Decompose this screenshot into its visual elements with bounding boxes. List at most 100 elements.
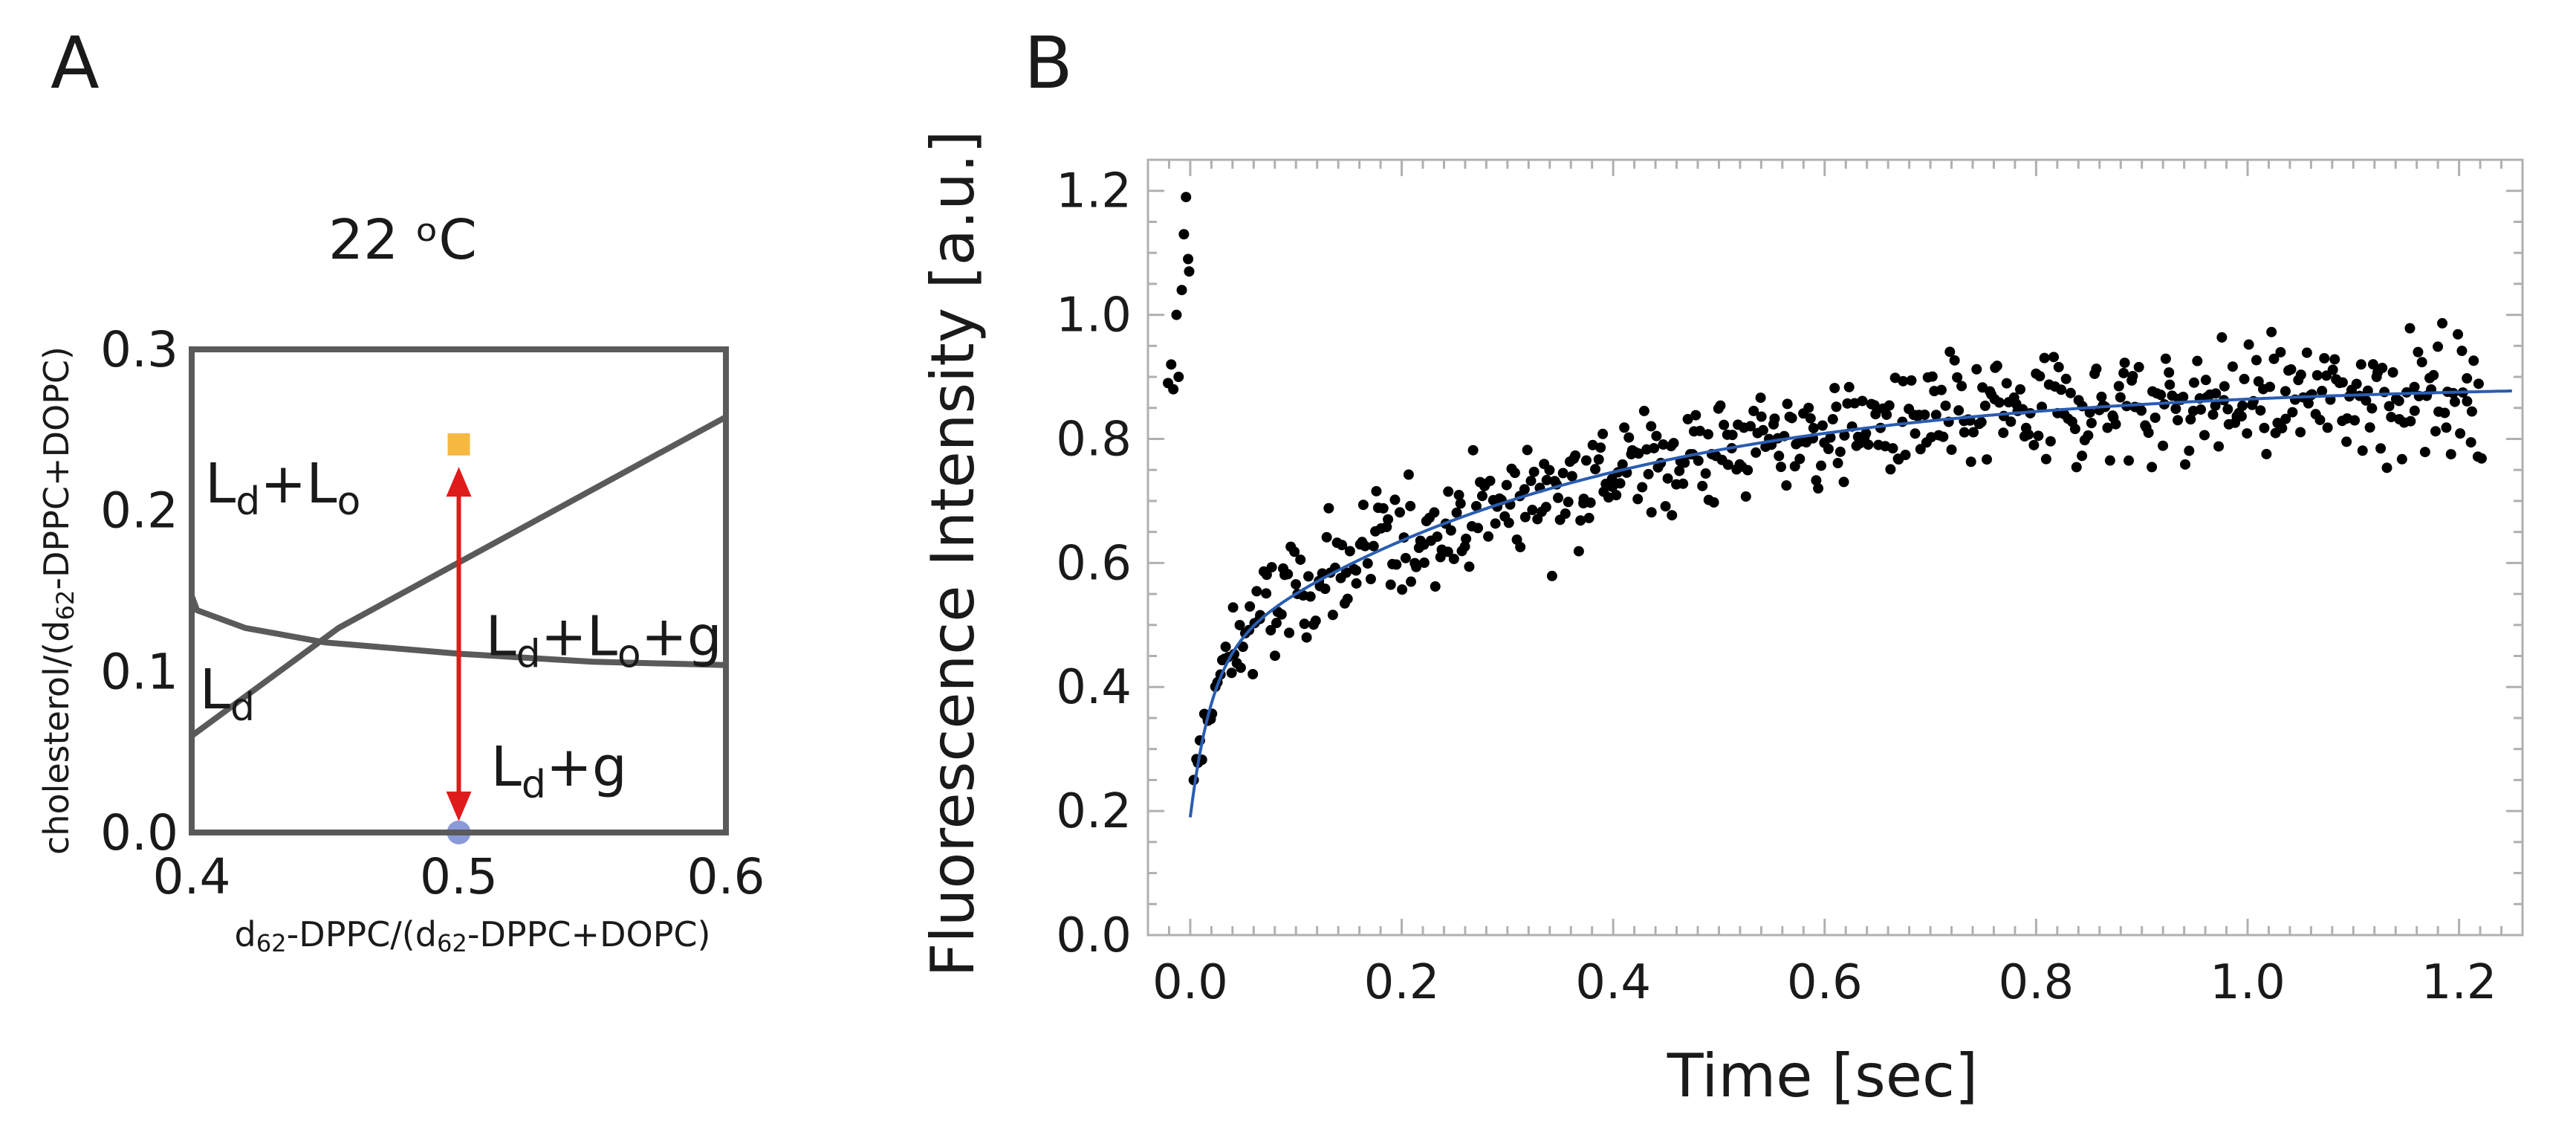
data-point	[2413, 346, 2424, 358]
data-point	[1694, 425, 1705, 436]
data-point	[1525, 475, 1537, 486]
data-point	[2441, 422, 2452, 433]
data-point	[1483, 531, 1494, 542]
data-point	[1509, 468, 1520, 479]
data-point	[2322, 422, 2333, 433]
data-point	[1615, 478, 1626, 489]
data-point	[1658, 439, 1669, 450]
data-point	[1757, 424, 1768, 436]
data-point	[1519, 484, 1530, 495]
data-point	[2172, 415, 2183, 426]
data-point	[2255, 405, 2266, 416]
data-point	[1697, 480, 1708, 491]
data-point	[2329, 354, 2340, 365]
phase-diagram-title: 22 ᵒC	[328, 208, 477, 272]
data-point	[2110, 418, 2121, 430]
data-point	[2210, 388, 2222, 399]
data-point	[1383, 514, 1394, 525]
data-point	[1976, 416, 1987, 427]
data-point	[1838, 476, 1849, 488]
data-point	[1429, 507, 1440, 518]
data-point	[2210, 400, 2221, 411]
data-point	[2200, 375, 2211, 386]
data-point	[1503, 517, 1514, 528]
data-point	[1816, 460, 1827, 471]
recovery-y-tick-label: 0.2	[1056, 784, 1132, 839]
data-point	[1406, 576, 1417, 587]
data-point	[2034, 371, 2045, 382]
data-point	[1303, 571, 1314, 582]
data-point	[2285, 363, 2297, 375]
data-point	[1607, 481, 1618, 492]
data-point	[1183, 253, 1194, 265]
phase-boundaries	[189, 414, 727, 739]
data-point	[2065, 387, 2076, 398]
data-point	[2242, 428, 2253, 439]
panel-a: A 22 ᵒC 0.4 0.5 0.60.00.10.20.3 Ld+LoLd+Lo…	[36, 22, 765, 957]
data-point	[1451, 507, 1462, 518]
data-point	[2199, 430, 2210, 441]
data-point	[1540, 502, 1551, 513]
data-point	[2455, 428, 2466, 439]
data-point	[2287, 407, 2298, 418]
data-point	[2466, 406, 2477, 417]
arrow-head-down	[446, 791, 472, 821]
data-point	[1774, 450, 1785, 462]
data-point	[1590, 464, 1601, 475]
data-point	[1580, 455, 1592, 466]
recovery-plot-ticks: 0.0 0.2 0.4 0.6 0.8 1.0 1.2 0.0 0.2 0.4 0.6 0.8 1.0 1…	[1056, 158, 2524, 1010]
data-point	[1869, 400, 1880, 411]
phase-region-label: Ld+g	[491, 735, 627, 807]
data-point	[2083, 430, 2094, 441]
data-point	[2337, 377, 2348, 388]
data-point	[1860, 428, 1872, 439]
data-point	[1643, 468, 1654, 479]
data-point	[1585, 497, 1596, 508]
recovery-x-tick-label: 0.6	[1787, 955, 1863, 1010]
data-point	[2416, 357, 2427, 368]
data-point	[1527, 505, 1538, 516]
data-point	[1284, 627, 1295, 638]
data-point	[1351, 565, 1362, 576]
data-point	[1166, 359, 1177, 370]
data-point	[1827, 414, 1838, 425]
recovery-data-points	[1163, 192, 2487, 786]
data-point	[1501, 479, 1512, 491]
data-point	[2124, 455, 2135, 466]
data-point	[2355, 359, 2366, 370]
data-point	[1811, 475, 1822, 486]
data-point	[1623, 432, 1635, 443]
data-point	[1321, 531, 1332, 543]
data-point	[2314, 414, 2326, 425]
data-point	[2449, 396, 2460, 407]
data-point	[2133, 361, 2144, 372]
data-point	[1667, 510, 1678, 521]
data-point	[1443, 486, 1454, 497]
data-point	[1595, 442, 1606, 453]
data-point	[2084, 407, 2095, 418]
data-point	[1727, 430, 1738, 441]
data-point	[2366, 403, 2378, 414]
data-point	[1649, 442, 1660, 453]
data-point	[1843, 381, 1855, 392]
phase-diagram-x-label: d62-DPPC/(d62-DPPC+DOPC)	[235, 914, 711, 957]
data-point	[2184, 445, 2195, 456]
data-point	[1400, 552, 1411, 563]
data-point	[1570, 450, 1581, 461]
data-point	[1251, 586, 1262, 597]
data-point	[1900, 449, 1911, 460]
data-point	[1546, 570, 1557, 581]
data-point	[2039, 352, 2050, 363]
data-point	[1173, 372, 1184, 383]
data-point	[2001, 378, 2012, 389]
data-point	[1291, 579, 1302, 590]
data-point	[1863, 439, 1874, 450]
data-point	[1646, 507, 1657, 518]
data-point	[2060, 373, 2071, 384]
data-point	[2216, 332, 2228, 343]
data-point	[2069, 424, 2080, 435]
data-point	[1362, 558, 1373, 569]
data-point	[1266, 562, 1277, 573]
data-point	[1485, 475, 1496, 486]
